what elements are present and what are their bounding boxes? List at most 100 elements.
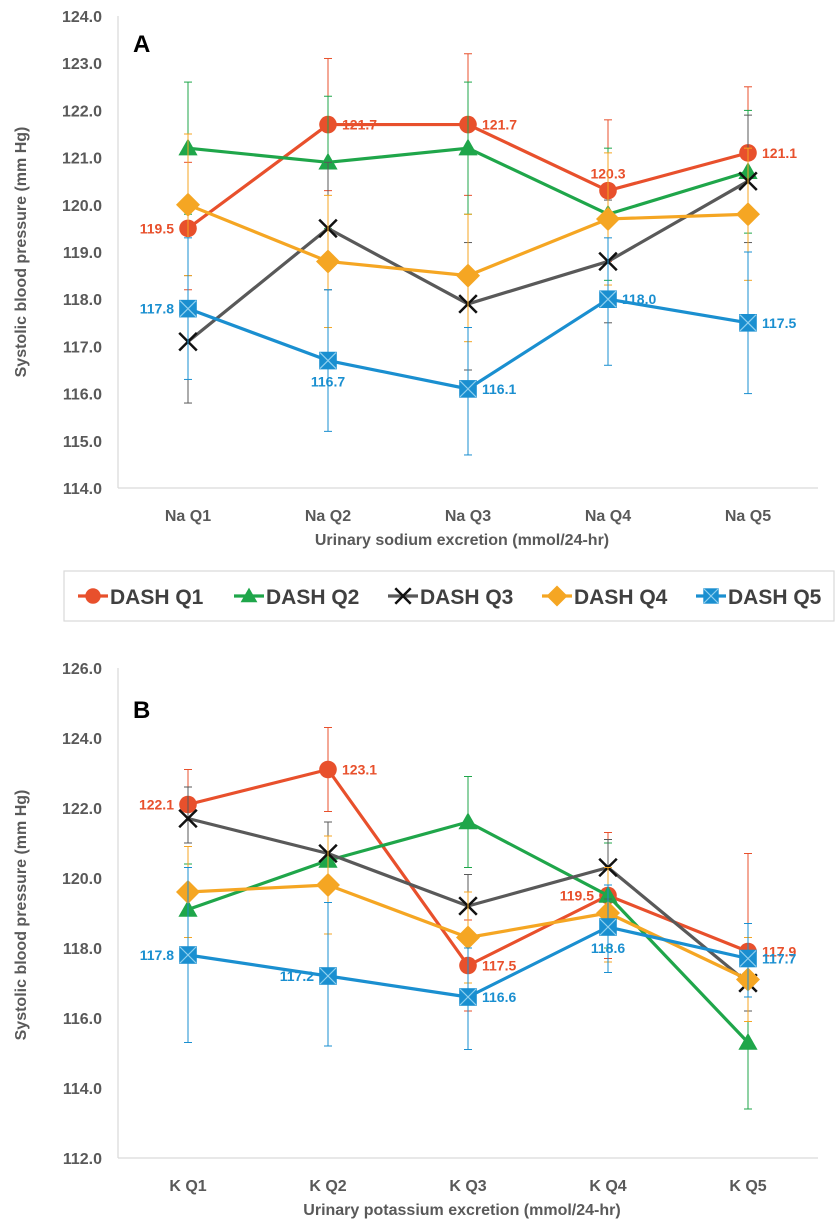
panel-a-series-dash-q5: 117.8 116.7 116.1 118.0 117.5 bbox=[140, 237, 796, 456]
panel-b-y-tick-label: 126.0 bbox=[62, 661, 102, 678]
panel-b-data-label: 122.1 bbox=[139, 797, 174, 813]
panel-b-x-tick-label: K Q4 bbox=[589, 1178, 626, 1195]
panel-a-x-tick-label: Na Q4 bbox=[585, 508, 631, 525]
panel-a-data-point bbox=[599, 290, 617, 308]
legend: DASH Q1 DASH Q2 DASH Q3 DASH Q4 DASH Q5 bbox=[63, 570, 835, 622]
panel-a-data-point bbox=[319, 351, 337, 370]
panel-a-data-label: 121.7 bbox=[482, 117, 517, 133]
panel-a-series-dash-q4 bbox=[176, 133, 760, 343]
panel-b-data-point bbox=[739, 949, 757, 968]
panel-b-y-tick-label: 122.0 bbox=[62, 801, 102, 818]
panel-a-data-label: 119.5 bbox=[140, 220, 174, 236]
panel-b-y-tick-label: 118.0 bbox=[63, 941, 102, 958]
legend-label: DASH Q4 bbox=[574, 586, 668, 609]
panel-a-data-point bbox=[736, 202, 760, 227]
panel-a-x-tick-label: Na Q2 bbox=[305, 508, 351, 525]
panel-b-data-point bbox=[316, 873, 340, 897]
panel-b-data-label: 123.1 bbox=[342, 762, 377, 778]
panel-a-y-tick-label: 114.0 bbox=[63, 481, 102, 498]
panel-a-y-tick-label: 123.0 bbox=[62, 56, 102, 73]
panel-b-error-bar bbox=[184, 786, 192, 844]
legend-item-dash-q4: DASH Q4 bbox=[542, 585, 668, 609]
panel-b-letter: B bbox=[133, 697, 150, 724]
legend-marker bbox=[703, 588, 719, 604]
panel-a-data-label: 117.8 bbox=[140, 301, 174, 317]
panel-a-x-tick-label: Na Q5 bbox=[725, 508, 771, 525]
panel-b-data-point bbox=[319, 967, 337, 985]
panel-a-data-point bbox=[456, 263, 480, 288]
panel-b-x-tick-label: K Q2 bbox=[309, 1178, 346, 1195]
panel-b-data-point bbox=[738, 1032, 758, 1050]
legend-item-dash-q2: DASH Q2 bbox=[234, 586, 359, 609]
panel-b-data-label: 119.5 bbox=[560, 888, 594, 904]
legend-item-dash-q1: DASH Q1 bbox=[78, 586, 204, 609]
panel-b-data-point bbox=[599, 918, 617, 936]
panel-b-y-tick-label: 120.0 bbox=[62, 871, 102, 888]
panel-b-x-axis-title: Urinary potassium excretion (mmol/24-hr) bbox=[303, 1202, 620, 1219]
panel-b-data-label: 117.2 bbox=[280, 968, 314, 984]
panel-b-data-label: 116.6 bbox=[482, 989, 516, 1005]
panel-a-data-point bbox=[596, 206, 620, 231]
legend-item-dash-q5: DASH Q5 bbox=[696, 586, 822, 609]
legend-label: DASH Q2 bbox=[266, 586, 359, 609]
panel-b-data-point bbox=[179, 946, 197, 964]
panel-a-y-axis-title: Systolic blood pressure (mm Hg) bbox=[13, 127, 30, 378]
panel-b-data-point bbox=[178, 808, 198, 829]
panel-a-data-point bbox=[458, 138, 478, 156]
panel-a-y-tick-label: 118.0 bbox=[63, 292, 102, 309]
panel-b-y-tick-label: 112.0 bbox=[63, 1151, 102, 1168]
panel-a-data-label: 121.7 bbox=[342, 117, 377, 133]
panel-b-y-tick-label: 114.0 bbox=[63, 1081, 102, 1098]
panel-b-data-point bbox=[456, 925, 480, 950]
panel-a-y-tick-label: 117.0 bbox=[63, 339, 102, 356]
legend-marker bbox=[394, 587, 412, 605]
panel-b-data-point bbox=[458, 812, 478, 830]
panel-a-y-tick-label: 119.0 bbox=[63, 245, 102, 262]
legend-item-dash-q3: DASH Q3 bbox=[388, 586, 513, 609]
panel-b-data-label: 118.6 bbox=[591, 940, 625, 956]
panel-a-x-tick-label: Na Q1 bbox=[165, 508, 211, 525]
panel-b-x-tick-label: K Q5 bbox=[729, 1178, 766, 1195]
panel-a-x-tick-label: Na Q3 bbox=[445, 508, 491, 525]
panel-b-data-label: 117.9 bbox=[762, 944, 796, 960]
panel-b-data-label: 117.7 bbox=[762, 951, 796, 967]
legend-marker bbox=[85, 588, 101, 604]
panel-b-data-label: 117.5 bbox=[482, 958, 516, 974]
panel-b-y-axis-title: Systolic blood pressure (mm Hg) bbox=[13, 790, 30, 1041]
legend-label: DASH Q5 bbox=[728, 586, 822, 609]
panel-a-data-label: 121.1 bbox=[762, 145, 797, 161]
panel-b-data-label: 117.8 bbox=[140, 947, 174, 963]
panel-b-y-tick-label: 116.0 bbox=[63, 1011, 102, 1028]
panel-b-data-point bbox=[459, 988, 477, 1006]
panel-a-data-point bbox=[179, 299, 197, 318]
panel-a-data-label: 116.1 bbox=[482, 381, 516, 397]
panel-a-data-point bbox=[459, 380, 477, 398]
panel-b-data-point bbox=[319, 760, 337, 779]
panel-b-x-tick-label: K Q3 bbox=[449, 1178, 486, 1195]
panel-a-letter: A bbox=[133, 31, 150, 58]
panel-a-y-tick-label: 120.0 bbox=[62, 198, 102, 215]
panel-a-data-point bbox=[176, 192, 200, 217]
chart-panel-a: 114.0 115.0 116.0 117.0 118.0 119.0 120.0 121.0… bbox=[13, 9, 818, 549]
panel-a-data-point bbox=[318, 152, 338, 170]
panel-a-x-axis-title: Urinary sodium excretion (mmol/24-hr) bbox=[315, 532, 609, 549]
legend-marker bbox=[546, 585, 568, 607]
panel-b-y-tick-label: 124.0 bbox=[62, 731, 102, 748]
panel-a-y-tick-label: 124.0 bbox=[62, 9, 102, 26]
panel-a-data-label: 118.0 bbox=[622, 291, 656, 307]
chart-panel-b: 112.0 114.0 116.0 118.0 120.0 122.0 124.0 126.0… bbox=[13, 661, 818, 1219]
panel-b-series-dash-q5: 117.8 117.2 116.6 118.6 117.7 bbox=[140, 867, 796, 1050]
panel-a-y-tick-label: 122.0 bbox=[62, 103, 102, 120]
legend-label: DASH Q1 bbox=[110, 586, 204, 609]
panel-a-y-tick-label: 115.0 bbox=[63, 434, 102, 451]
legend-label: DASH Q3 bbox=[420, 586, 513, 609]
panel-a-data-point bbox=[739, 314, 757, 332]
panel-b-x-tick-label: K Q1 bbox=[169, 1178, 206, 1195]
panel-a-y-tick-label: 121.0 bbox=[62, 151, 102, 168]
panel-a-data-label: 116.7 bbox=[311, 374, 345, 390]
panel-a-data-label: 117.5 bbox=[762, 315, 796, 331]
panel-a-y-tick-label: 116.0 bbox=[63, 387, 102, 404]
legend-marker bbox=[240, 587, 258, 603]
